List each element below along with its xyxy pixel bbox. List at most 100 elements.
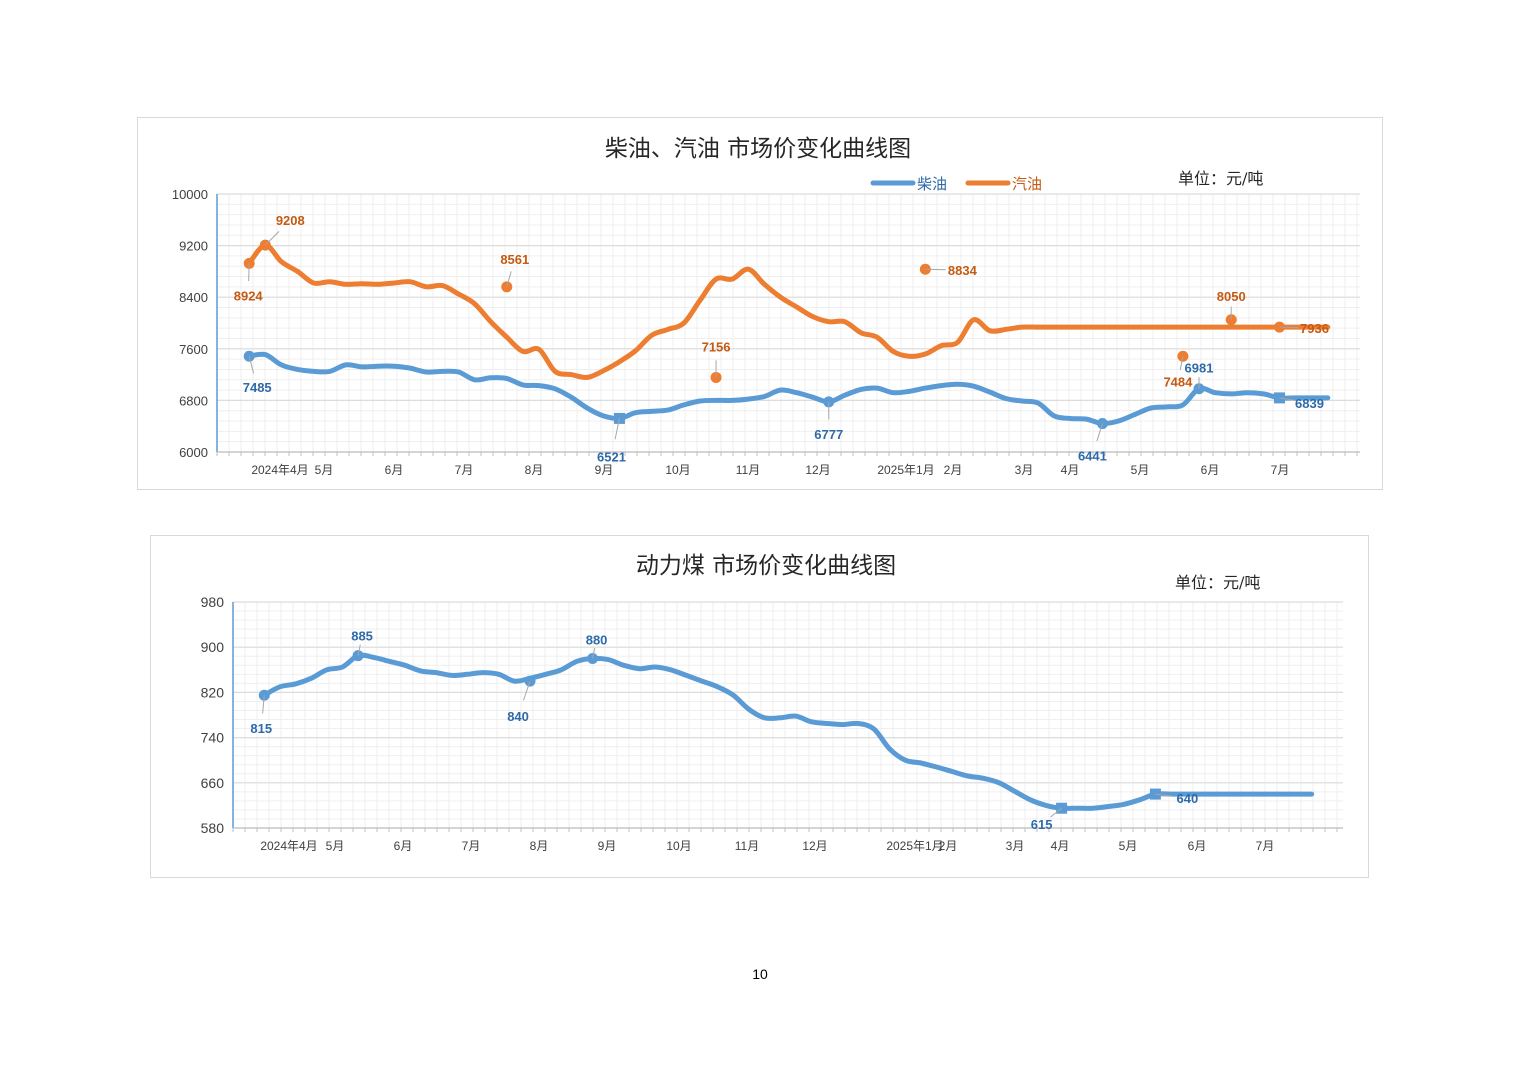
data-label-leader [1279,326,1299,329]
x-tick-label: 5月 [315,463,334,477]
y-tick-label: 9200 [179,239,208,254]
data-label: 6441 [1078,449,1107,464]
data-point-marker [1274,321,1286,333]
x-tick-label: 5月 [326,839,345,853]
data-label: 615 [1031,817,1053,832]
x-tick-label: 2025年1月 [877,463,934,477]
x-tick-label: 6月 [1188,839,1207,853]
y-tick-label: 6000 [179,445,208,460]
data-label-leader [1155,793,1174,797]
x-tick-label: 12月 [802,839,827,853]
x-tick-label: 3月 [1015,463,1034,477]
data-label: 8924 [234,288,264,303]
data-point-marker [524,675,536,687]
x-tick-label: 6月 [385,463,404,477]
x-tick-label: 7月 [1271,463,1290,477]
gridlines [233,601,1343,829]
x-tick-label: 9月 [598,839,617,853]
unit-label: 单位：元/吨 [1178,169,1263,188]
data-label: 7485 [243,380,272,395]
data-label-leader [506,271,512,287]
x-tick-label: 2024年4月 [251,463,308,477]
data-label: 9208 [276,213,305,228]
x-tick-label: 5月 [1131,463,1150,477]
data-label: 6777 [814,427,843,442]
gridlines [217,193,1360,453]
data-label-leader [1096,423,1103,442]
x-tick-label: 2025年1月 [886,839,943,853]
data-point-marker [258,689,270,701]
data-point-marker [1096,418,1108,430]
data-label: 7936 [1300,321,1329,336]
data-label: 640 [1177,791,1199,806]
data-label: 815 [250,721,272,736]
x-tick-label: 2月 [944,463,963,477]
y-tick-label: 6800 [179,393,208,408]
series-line-汽油 [246,242,1331,381]
data-point-marker [243,257,255,269]
data-point-marker [243,350,255,362]
x-tick-label: 10月 [665,463,690,477]
y-tick-label: 980 [201,594,225,610]
data-label: 885 [351,629,373,644]
data-label: 840 [507,709,529,724]
data-label-leader [1050,807,1062,818]
data-label: 8834 [948,263,978,278]
x-tick-label: 8月 [525,463,544,477]
y-tick-label: 7600 [179,342,208,357]
x-tick-label: 5月 [1119,839,1138,853]
y-tick-label: 10000 [172,187,208,202]
x-tick-label: 2024年4月 [260,839,317,853]
data-label-leader [522,680,531,701]
data-label-leader [614,418,620,440]
x-tick-label: 2月 [939,839,958,853]
data-label: 6521 [597,449,626,464]
data-label-leader [248,356,255,374]
chart-title: 动力煤 市场价变化曲线图 [636,553,896,579]
data-label-leader [925,268,946,271]
data-point-marker [1056,802,1068,814]
chart-title: 柴油、汽油 市场价变化曲线图 [605,136,911,162]
x-tick-label: 9月 [595,463,614,477]
y-tick-label: 820 [201,684,225,700]
legend-label: 柴油 [917,175,947,193]
data-label-leader [1279,397,1297,402]
x-tick-label: 6月 [394,839,413,853]
data-label-leader [264,230,280,246]
data-label: 8561 [500,252,529,267]
x-tick-label: 4月 [1061,463,1080,477]
data-label: 7156 [702,339,731,354]
data-label: 7484 [1163,374,1193,389]
data-point-marker [1149,788,1161,800]
x-tick-label: 3月 [1006,839,1025,853]
data-label-leader [248,263,250,282]
data-label: 6839 [1295,396,1324,411]
x-tick-label: 7月 [462,839,481,853]
y-tick-label: 660 [201,775,225,791]
page-number: 10 [752,966,768,982]
coal-price-chart: 动力煤 市场价变化曲线图单位：元/吨 980 900 820 740 660 580 2024… [150,535,1369,878]
data-label-leader [592,647,596,659]
x-tick-label: 11月 [735,839,759,853]
series-line-柴油 [246,351,1331,427]
data-label: 8050 [1217,289,1246,304]
data-label: 880 [586,633,608,648]
unit-label: 单位：元/吨 [1175,573,1260,592]
x-tick-label: 6月 [1201,463,1220,477]
data-label: 6981 [1185,361,1214,376]
fuel-price-chart: 柴油、汽油 市场价变化曲线图 单位：元/吨 10000 9200 8400 7600 680… [137,117,1383,490]
data-label-leader [262,695,265,714]
y-tick-label: 900 [201,639,225,655]
y-tick-label: 580 [201,820,225,836]
data-label-leader [1179,356,1184,371]
data-point-marker [1177,350,1189,362]
y-tick-label: 740 [201,730,225,746]
legend-label: 汽油 [1012,175,1042,193]
x-tick-label: 4月 [1051,839,1070,853]
x-tick-label: 8月 [530,839,549,853]
series-line-series [261,652,1315,811]
x-tick-label: 11月 [736,463,760,477]
x-tick-label: 12月 [805,463,830,477]
